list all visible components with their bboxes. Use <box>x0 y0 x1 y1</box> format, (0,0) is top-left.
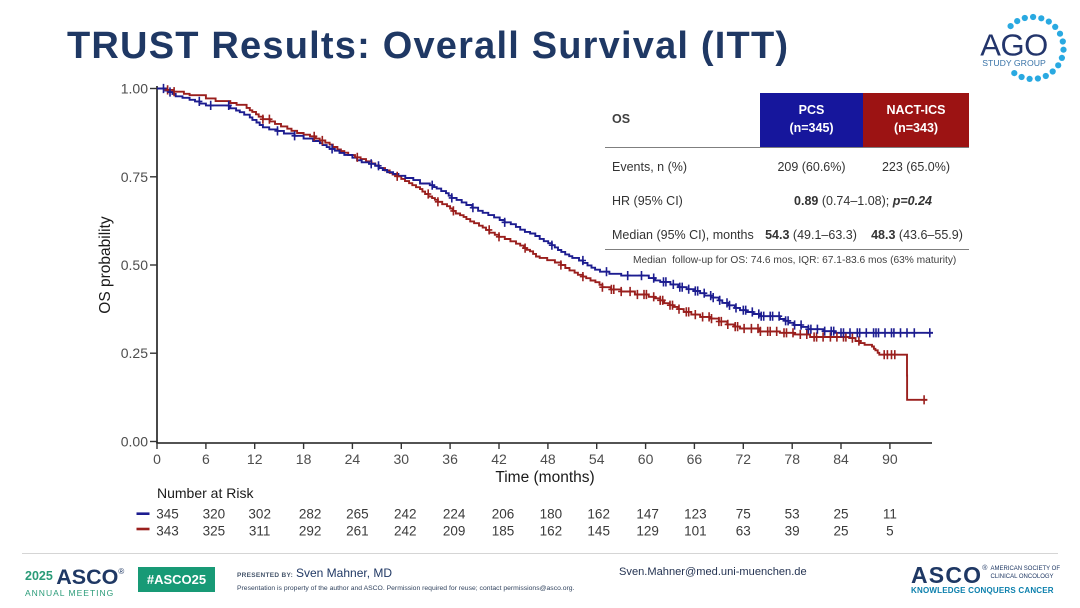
svg-text:54: 54 <box>589 451 605 467</box>
svg-text:101: 101 <box>684 524 707 539</box>
svg-text:1.00: 1.00 <box>121 81 148 97</box>
svg-text:60: 60 <box>638 451 654 467</box>
svg-text:63: 63 <box>736 524 751 539</box>
svg-text:Time (months): Time (months) <box>495 469 594 486</box>
svg-text:72: 72 <box>736 451 752 467</box>
svg-text:206: 206 <box>492 507 515 522</box>
svg-text:78: 78 <box>784 451 800 467</box>
svg-text:180: 180 <box>540 507 563 522</box>
svg-text:0.50: 0.50 <box>121 257 148 273</box>
svg-text:39: 39 <box>785 524 800 539</box>
svg-text:320: 320 <box>203 507 226 522</box>
svg-text:OS probability: OS probability <box>97 216 114 314</box>
svg-text:66: 66 <box>687 451 703 467</box>
svg-text:18: 18 <box>296 451 312 467</box>
svg-text:75: 75 <box>736 507 751 522</box>
svg-text:6: 6 <box>202 451 210 467</box>
svg-text:53: 53 <box>785 507 800 522</box>
svg-text:282: 282 <box>299 507 322 522</box>
svg-text:24: 24 <box>345 451 361 467</box>
svg-text:25: 25 <box>833 524 848 539</box>
svg-text:0.75: 0.75 <box>121 169 148 185</box>
svg-text:0: 0 <box>153 451 161 467</box>
svg-text:343: 343 <box>156 524 179 539</box>
svg-text:12: 12 <box>247 451 263 467</box>
svg-text:STUDY GROUP: STUDY GROUP <box>982 58 1046 68</box>
svg-text:123: 123 <box>684 507 707 522</box>
svg-text:325: 325 <box>203 524 226 539</box>
svg-text:162: 162 <box>587 507 610 522</box>
svg-text:Number at Risk: Number at Risk <box>157 485 254 501</box>
svg-text:302: 302 <box>248 507 271 522</box>
svg-text:162: 162 <box>540 524 563 539</box>
svg-text:145: 145 <box>587 524 610 539</box>
svg-text:265: 265 <box>346 507 369 522</box>
svg-text:25: 25 <box>833 507 848 522</box>
svg-text:261: 261 <box>346 524 369 539</box>
svg-text:0.00: 0.00 <box>121 434 148 450</box>
svg-text:209: 209 <box>443 524 466 539</box>
svg-text:AGO: AGO <box>980 28 1047 63</box>
svg-text:11: 11 <box>883 507 897 522</box>
svg-text:84: 84 <box>833 451 849 467</box>
svg-text:224: 224 <box>443 507 466 522</box>
svg-text:242: 242 <box>394 507 417 522</box>
svg-text:147: 147 <box>636 507 659 522</box>
svg-text:129: 129 <box>636 524 659 539</box>
svg-text:345: 345 <box>156 507 179 522</box>
svg-text:48: 48 <box>540 451 556 467</box>
svg-text:185: 185 <box>492 524 515 539</box>
svg-text:42: 42 <box>491 451 507 467</box>
svg-text:36: 36 <box>442 451 458 467</box>
svg-text:311: 311 <box>249 524 271 539</box>
svg-text:292: 292 <box>299 524 322 539</box>
svg-text:0.25: 0.25 <box>121 345 148 361</box>
svg-text:30: 30 <box>394 451 410 467</box>
svg-text:5: 5 <box>886 524 894 539</box>
svg-text:90: 90 <box>882 451 898 467</box>
svg-text:242: 242 <box>394 524 417 539</box>
